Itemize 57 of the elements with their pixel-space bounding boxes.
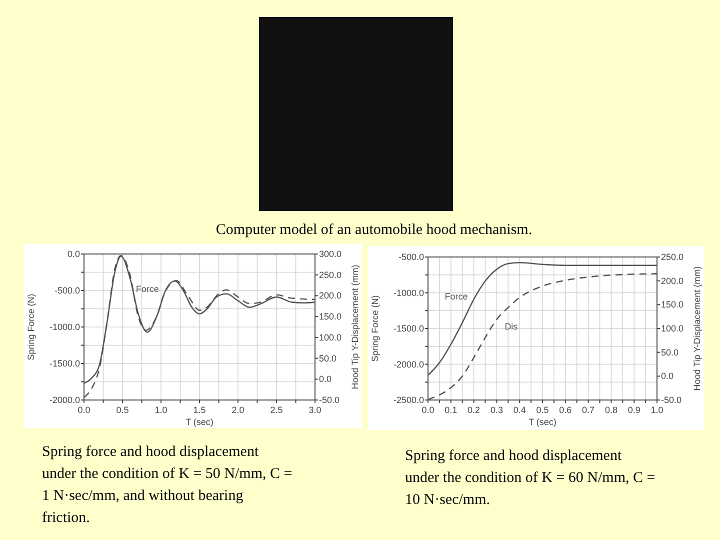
line-series [427,273,658,400]
y2-tick-label: 100.0 [319,332,342,342]
y2-tick-label: 150.0 [661,300,684,310]
y-tick-label: 0.0 [67,249,80,259]
x-tick-label: 0.8 [604,405,618,415]
x-tick-label: 3.0 [308,405,322,415]
y2-tick-label: -50.0 [319,395,340,405]
y2-tick-label: 200.0 [661,276,684,286]
y2-tick-label: -50.0 [661,395,682,405]
series-label: Force [444,291,468,302]
x-tick-label: 0.2 [468,405,480,415]
y-tick-label: -500.0 [398,252,424,262]
y-axis-title: Spring Force (N) [26,294,36,360]
x-tick-label: 2.0 [232,405,244,415]
x-tick-label: 0.0 [422,405,434,415]
x-tick-label: 0.0 [78,405,90,415]
y2-tick-label: 300.0 [319,249,342,259]
y2-axis-title: Hood Tip Y-Displacement (mm) [350,264,360,390]
text: Computer model of an automobile hood mechanism. [216,222,532,238]
x-tick-label: 0.5 [116,405,129,415]
y-tick-label: -2500.0 [393,395,424,405]
x-tick-label: 0.1 [444,405,458,415]
y-tick-label: -1000.0 [49,322,80,332]
y-axis-title: Spring Force (N) [370,295,380,362]
x-tick-label: 0.3 [490,405,503,415]
y2-tick-label: 100.0 [661,324,684,334]
y2-tick-label: 200.0 [319,290,342,301]
x-tick-label: 0.7 [582,405,595,415]
x-tick-label: 2.5 [270,405,283,415]
y2-tick-label: 250.0 [319,270,342,280]
y-tick-label: -500.0 [54,286,80,296]
y2-tick-label: 0.0 [661,371,674,382]
y2-axis-title: Hood Tip Y-Displacement (mm) [692,266,702,391]
x-tick-label: 1.0 [650,405,664,415]
x-tick-label: 0.4 [513,405,526,415]
series-label: Force [136,284,159,294]
x-tick-label: 0.9 [628,405,640,415]
line-series [427,262,658,376]
y2-tick-label: 150.0 [319,312,342,322]
x-tick-label: 0.6 [559,405,572,415]
text: Spring force and hood displacement under the condition of K = 60 N/mm, C = 10 N·sec/mm. [405,448,656,508]
y-tick-label: -2000.0 [49,395,80,405]
series-label: Dis [504,321,518,332]
y-tick-label: -1000.0 [393,288,424,298]
y-tick-label: -1500.0 [393,324,424,334]
y2-tick-label: 50.0 [661,347,679,358]
y2-tick-label: 0.0 [319,374,332,384]
y-tick-label: -2000.0 [393,359,424,370]
y-tick-label: -1500.0 [49,358,80,368]
y2-tick-label: 50.0 [319,353,337,364]
x-tick-label: 0.5 [536,405,549,415]
y2-tick-label: 250.0 [661,252,684,262]
text: Spring force and hood displacement under the condition of K = 50 N/mm, C = 1 N·sec/mm, and without bearing friction. [42,444,292,526]
x-axis-title: T (sec) [186,417,214,427]
x-axis-title: T (sec) [528,417,556,427]
x-tick-label: 1.5 [193,405,206,415]
x-tick-label: 1.0 [154,405,168,415]
